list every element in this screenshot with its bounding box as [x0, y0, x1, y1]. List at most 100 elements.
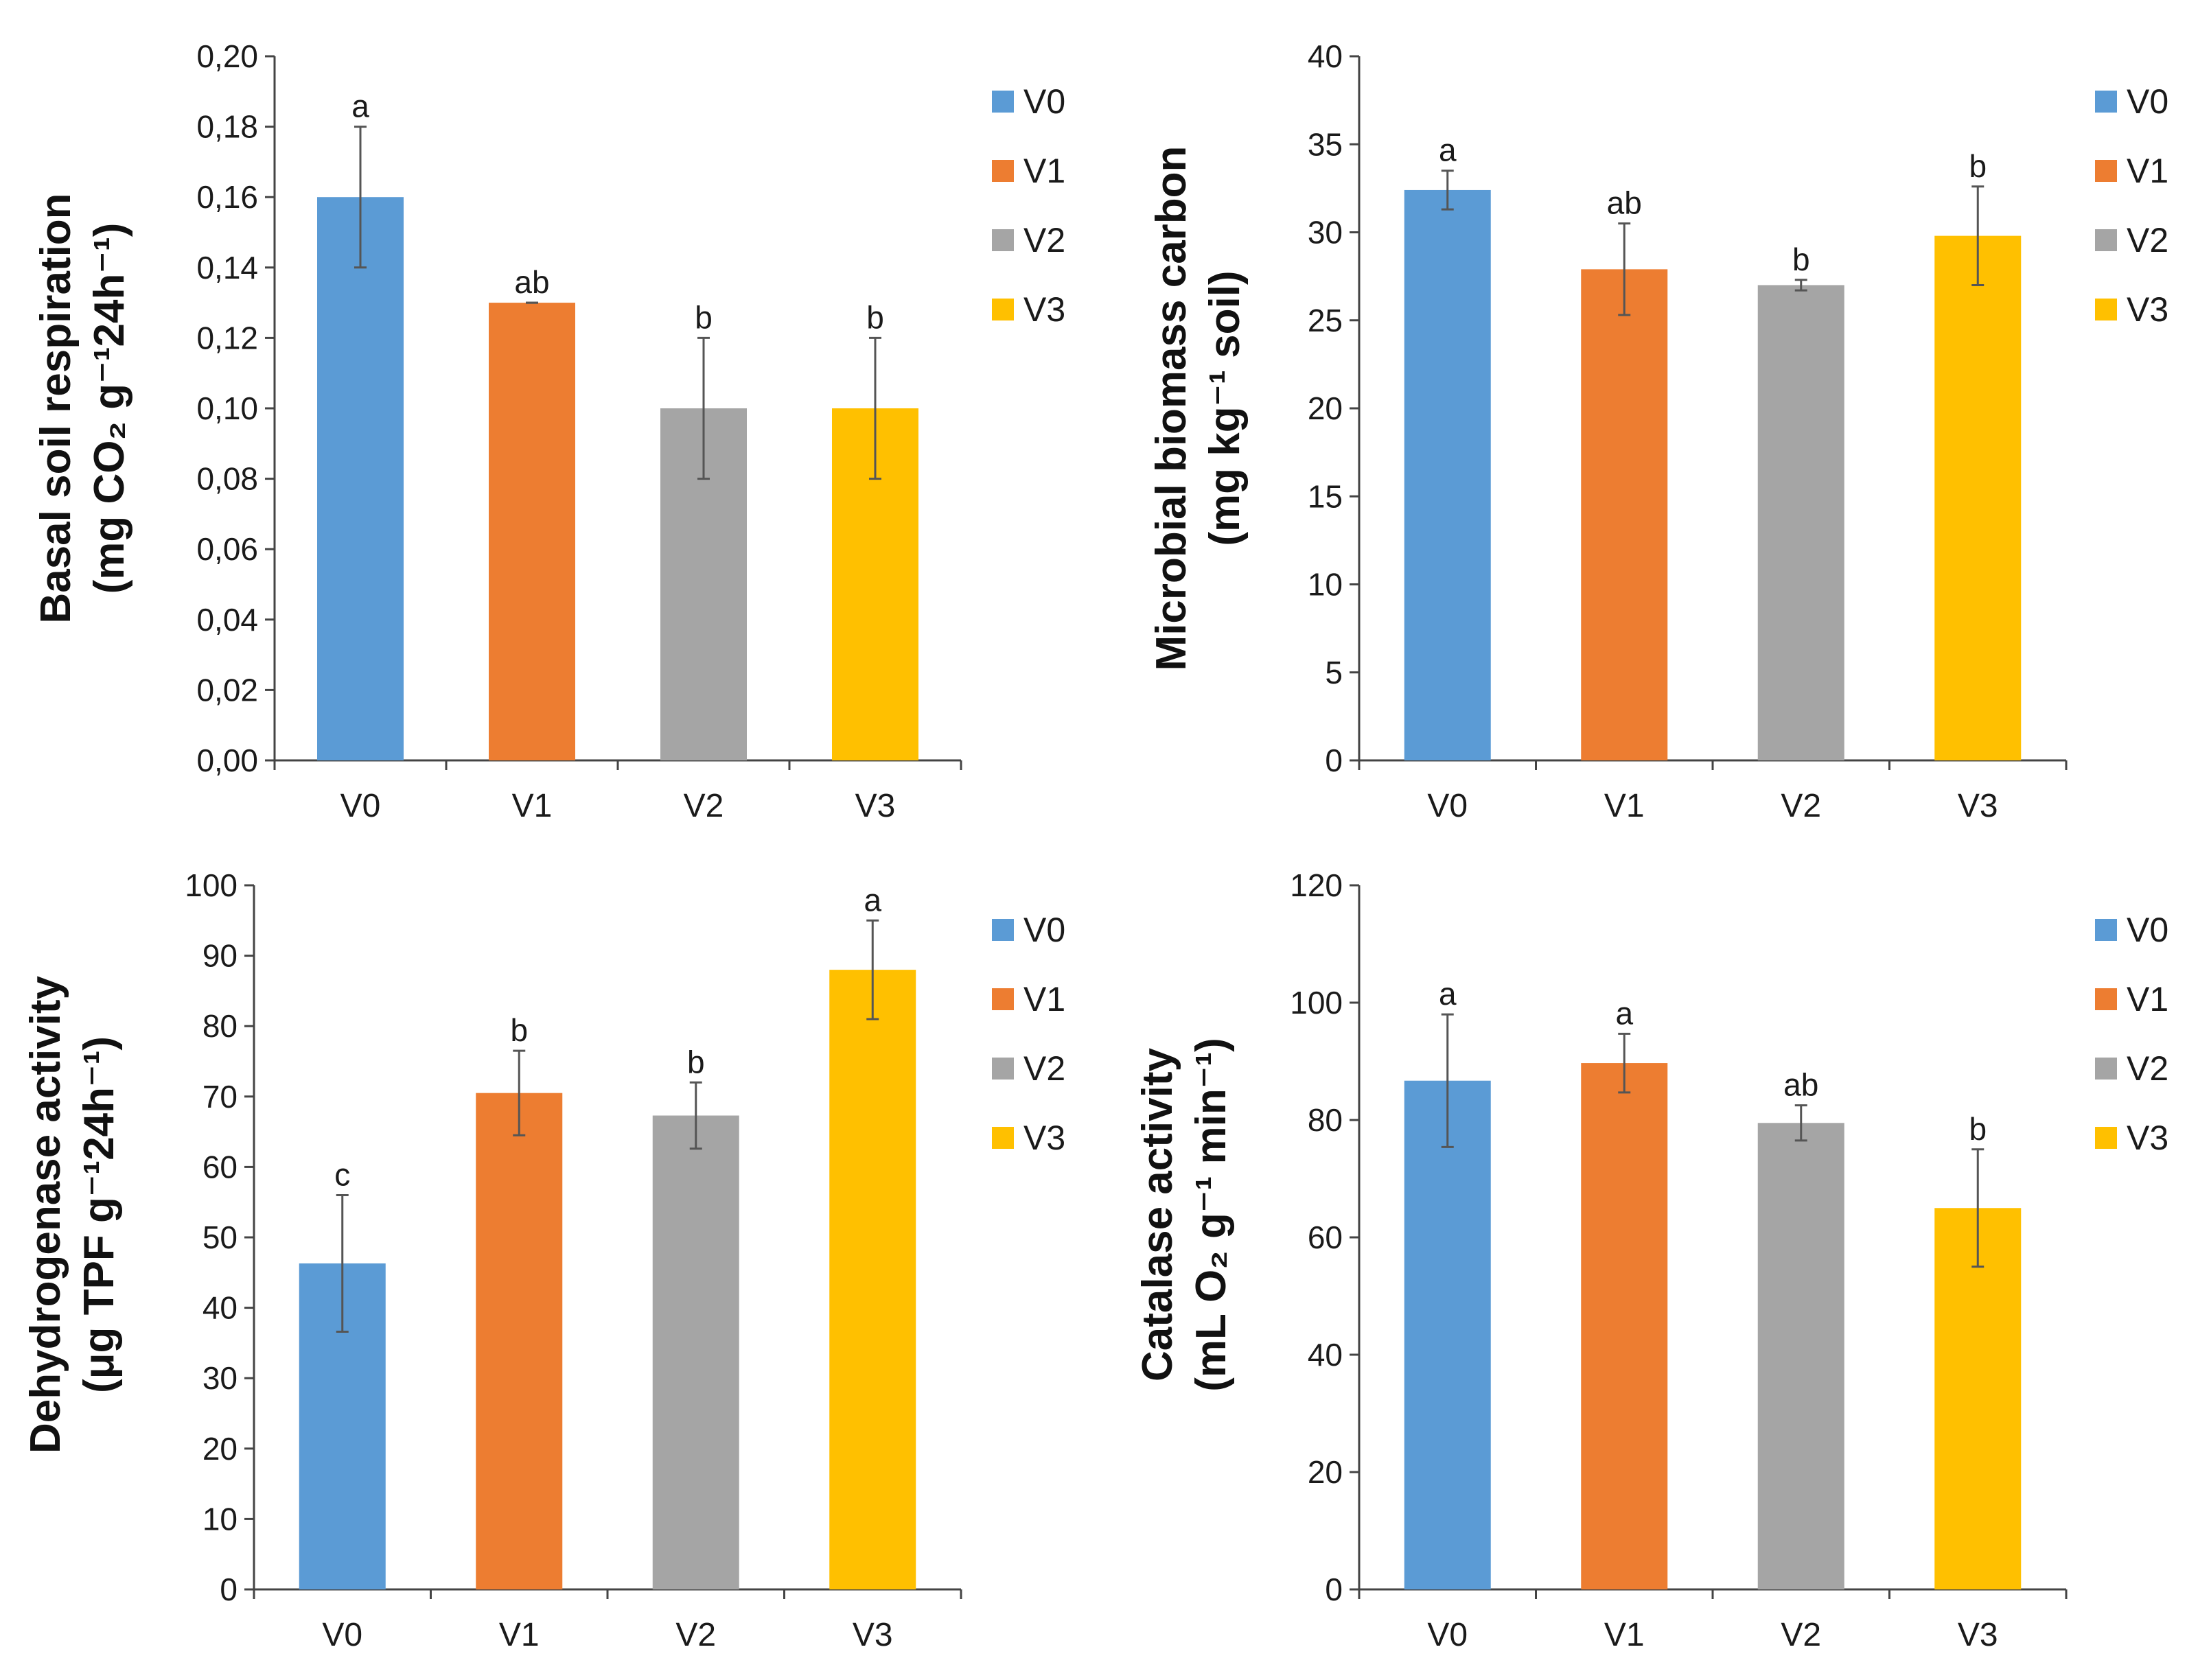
x-tick-label: V2: [1781, 788, 1821, 824]
bar-v1: [1581, 1063, 1668, 1589]
legend-label: V2: [2127, 1049, 2168, 1088]
significance-label: b: [1969, 1111, 1987, 1147]
bar-v1: [476, 1093, 563, 1589]
legend-swatch-v3: [2095, 299, 2117, 320]
y-tick-label: 80: [202, 1008, 238, 1044]
x-tick-label: V1: [512, 788, 553, 824]
y-tick-label: 40: [1308, 38, 1343, 74]
y-tick-label: 10: [202, 1501, 238, 1537]
y-axis-title-line2: (mg kg⁻¹ soil): [1201, 270, 1249, 546]
y-tick-label: 0,16: [196, 179, 258, 215]
y-tick-label: 80: [1308, 1102, 1343, 1138]
y-tick-label: 35: [1308, 126, 1343, 162]
x-tick-label: V2: [684, 788, 724, 824]
x-tick-label: V0: [1427, 788, 1468, 824]
y-tick-label: 30: [202, 1360, 238, 1396]
chart-panel-4: 0 20 40 60 80 100 120 V0 a V1 a V2 ab V3 b V0 V1 V2 V3 Cata…: [1134, 867, 2168, 1653]
y-axis-title-line2: (mL O₂ g⁻¹ min⁻¹): [1188, 1038, 1235, 1391]
bar-v2: [1757, 285, 1844, 760]
bar-v3: [829, 970, 916, 1589]
y-tick-label: 20: [1308, 390, 1343, 426]
legend-label: V3: [1023, 1119, 1065, 1157]
significance-label: a: [1615, 995, 1633, 1031]
legend-swatch-v1: [992, 988, 1014, 1010]
bar-v0: [317, 197, 404, 760]
bar-v3: [1934, 1208, 2022, 1589]
legend-label: V2: [1023, 221, 1065, 259]
bar-v1: [1581, 269, 1668, 760]
y-tick-label: 0,04: [196, 602, 258, 638]
x-tick-label: V1: [499, 1617, 540, 1653]
bar-v1: [489, 303, 575, 761]
significance-label: b: [1792, 242, 1810, 277]
legend-swatch-v3: [992, 1127, 1014, 1149]
significance-label: ab: [1607, 185, 1642, 221]
legend-swatch-v0: [2095, 919, 2117, 941]
y-tick-label: 0,14: [196, 250, 258, 285]
y-tick-label: 30: [1308, 215, 1343, 250]
y-tick-label: 60: [202, 1149, 238, 1185]
legend-label: V2: [2127, 221, 2168, 259]
legend-swatch-v1: [992, 160, 1014, 182]
y-tick-label: 0,10: [196, 390, 258, 426]
legend-label: V3: [1023, 290, 1065, 329]
significance-label: b: [1969, 148, 1987, 184]
significance-label: a: [864, 882, 881, 918]
y-axis-title-line2: (mg CO₂ g⁻¹24h⁻¹): [86, 223, 133, 594]
legend-label: V0: [1023, 911, 1065, 949]
y-tick-label: 0,02: [196, 672, 258, 708]
legend-label: V0: [1023, 82, 1065, 121]
legend-label: V1: [2127, 980, 2168, 1018]
y-tick-label: 100: [185, 867, 238, 903]
legend-swatch-v0: [2095, 91, 2117, 113]
y-tick-label: 0: [1325, 1572, 1343, 1607]
x-tick-label: V0: [322, 1617, 362, 1653]
y-axis-title-line2: (μg TPF g⁻¹24h⁻¹): [76, 1036, 123, 1393]
legend-label: V0: [2127, 82, 2168, 121]
significance-label: b: [695, 299, 713, 335]
y-tick-label: 90: [202, 938, 238, 974]
significance-label: b: [866, 299, 884, 335]
x-tick-label: V2: [675, 1617, 716, 1653]
y-tick-label: 0,20: [196, 38, 258, 74]
y-tick-label: 70: [202, 1079, 238, 1115]
y-tick-label: 0,00: [196, 743, 258, 778]
legend-label: V2: [1023, 1049, 1065, 1088]
significance-label: a: [351, 89, 369, 124]
y-tick-label: 0,12: [196, 320, 258, 355]
y-axis-title-line1: Catalase activity: [1134, 1048, 1181, 1381]
legend-swatch-v0: [992, 91, 1014, 113]
x-tick-label: V2: [1781, 1617, 1821, 1653]
legend-label: V3: [2127, 1119, 2168, 1157]
y-tick-label: 40: [1308, 1337, 1343, 1373]
y-tick-label: 0: [1325, 743, 1343, 778]
bar-v0: [1404, 189, 1491, 760]
chart-panel-1: 0,00 0,02 0,04 0,06 0,08 0,10 0,12 0,14 0,16 0,18…: [32, 38, 1065, 824]
legend-label: V0: [2127, 911, 2168, 949]
significance-label: ab: [1783, 1067, 1818, 1103]
legend-label: V1: [1023, 980, 1065, 1018]
significance-label: a: [1439, 132, 1457, 168]
legend-label: V1: [2127, 152, 2168, 190]
legend-swatch-v3: [2095, 1127, 2117, 1149]
bar-v2: [1757, 1123, 1844, 1589]
legend-swatch-v2: [992, 229, 1014, 251]
legend-swatch-v3: [992, 299, 1014, 320]
x-tick-label: V1: [1604, 1617, 1645, 1653]
y-tick-label: 20: [202, 1431, 238, 1467]
y-tick-label: 120: [1290, 867, 1343, 903]
y-tick-label: 0: [220, 1572, 238, 1607]
y-tick-label: 40: [202, 1290, 238, 1326]
x-tick-label: V0: [340, 788, 381, 824]
bar-v3: [1934, 235, 2022, 760]
y-tick-label: 0,06: [196, 531, 258, 567]
x-tick-label: V0: [1427, 1617, 1468, 1653]
x-tick-label: V3: [855, 788, 896, 824]
x-tick-label: V3: [1958, 1617, 1998, 1653]
y-tick-label: 50: [202, 1220, 238, 1255]
y-tick-label: 0,18: [196, 109, 258, 145]
legend-label: V3: [2127, 290, 2168, 329]
y-tick-label: 5: [1325, 655, 1343, 690]
y-axis-title-line1: Microbial biomass carbon: [1148, 146, 1195, 671]
